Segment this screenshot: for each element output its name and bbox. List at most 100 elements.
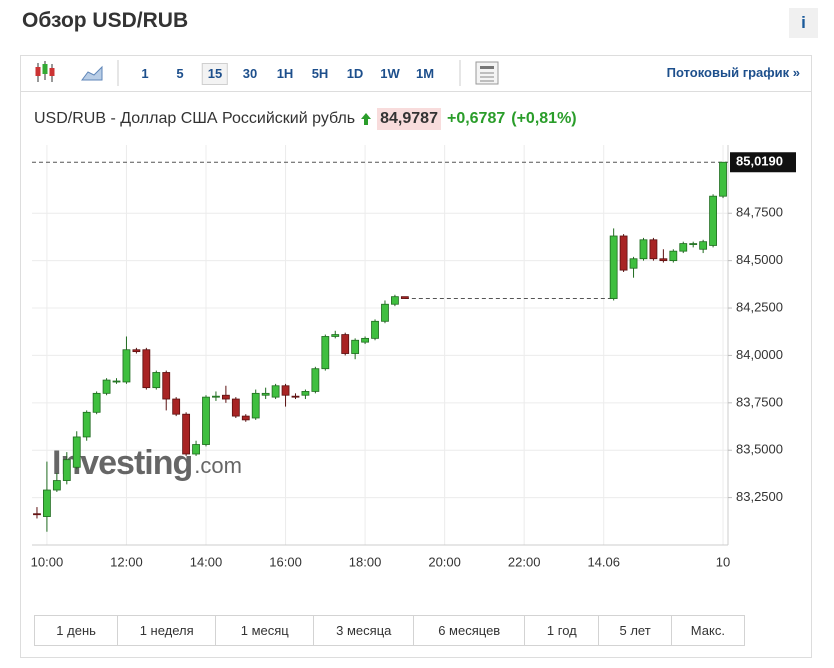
- x-tick-label: 16:00: [269, 554, 302, 569]
- candle-icon[interactable]: [35, 61, 55, 82]
- quote-name: USD/RUB - Доллар США Российский рубль: [34, 110, 356, 127]
- y-tick-label: 84,5000: [736, 252, 783, 267]
- candle-body: [52, 480, 61, 491]
- candle-body: [301, 391, 310, 396]
- candle-body: [241, 415, 250, 421]
- candle-body: [321, 336, 330, 370]
- candle-body: [72, 436, 81, 468]
- candle-body: [629, 258, 638, 269]
- candle-body: [281, 385, 290, 396]
- quote-change-pct: (+0,81%): [511, 110, 577, 127]
- candle-body: [192, 444, 200, 455]
- last-price-box: [730, 152, 796, 173]
- y-tick-label: 83,5000: [736, 442, 783, 457]
- interval-button[interactable]: 1H: [276, 66, 294, 81]
- x-tick-label: 12:00: [110, 554, 143, 569]
- candle-body: [231, 398, 240, 417]
- area-icon[interactable]: [81, 65, 103, 81]
- last-price-label: 85,0190: [736, 154, 783, 169]
- y-tick-label: 84,2500: [736, 299, 783, 314]
- candle-body: [619, 235, 628, 271]
- y-tick-label: 83,7500: [736, 394, 783, 409]
- y-tick-label: 84,0000: [736, 347, 783, 362]
- interval-button[interactable]: 1W: [380, 66, 400, 81]
- candle-body: [371, 320, 379, 339]
- quote-price: 84,9787: [377, 108, 441, 130]
- candle-body: [112, 380, 121, 383]
- y-tick-label: 83,2500: [736, 489, 783, 504]
- x-tick-label: 18:00: [349, 554, 382, 569]
- up-arrow: [361, 113, 372, 125]
- candle-body: [202, 396, 210, 445]
- candle-body: [182, 413, 191, 455]
- interval-button[interactable]: 1: [141, 66, 149, 81]
- candle-body: [699, 241, 708, 250]
- candle-body: [142, 349, 151, 389]
- candle-body: [291, 395, 300, 398]
- candle-body: [311, 368, 320, 392]
- range-button[interactable]: 3 месяца: [314, 616, 415, 645]
- candle-body: [152, 372, 161, 389]
- candle-body: [132, 349, 141, 353]
- info-button[interactable]: i: [789, 8, 818, 38]
- x-tick-label: 14.06: [587, 554, 620, 569]
- candle-body: [122, 349, 131, 383]
- range-button[interactable]: 6 месяцев: [414, 616, 526, 645]
- candle-body: [609, 235, 618, 299]
- x-tick-label: 20:00: [428, 554, 461, 569]
- candle-body: [82, 411, 91, 438]
- table-icon[interactable]: [475, 61, 499, 85]
- candle-body: [351, 339, 360, 354]
- x-tick-label: 22:00: [508, 554, 541, 569]
- candle-body: [212, 395, 220, 398]
- streaming-chart-link[interactable]: Потоковый график »: [666, 65, 800, 80]
- candle-body: [669, 250, 678, 262]
- candle-body: [33, 513, 41, 516]
- interval-button[interactable]: 5: [176, 66, 184, 81]
- toolbar: [20, 55, 812, 92]
- candle-body: [659, 258, 668, 262]
- candle-body: [162, 372, 171, 400]
- plot: [32, 145, 729, 546]
- watermark: .com: [194, 453, 242, 478]
- interval-button[interactable]: 1D: [346, 66, 364, 81]
- candle-body: [331, 334, 340, 337]
- candle-body: [102, 379, 111, 394]
- candle-body: [639, 239, 648, 260]
- candle-body: [649, 239, 658, 260]
- interval-button[interactable]: 1M: [415, 66, 435, 81]
- y-tick-label: 84,7500: [736, 205, 783, 220]
- candle-body: [172, 398, 181, 415]
- interval-button[interactable]: 15: [201, 63, 229, 85]
- candle-body: [251, 392, 260, 419]
- candle-body: [709, 195, 717, 246]
- interval-button[interactable]: 5H: [311, 66, 329, 81]
- candle-body: [361, 337, 369, 343]
- quote-line: USD/RUB - Доллар США Российский рубль 84…: [34, 108, 577, 130]
- range-button[interactable]: Макс.: [690, 623, 725, 638]
- candle-body: [261, 392, 270, 396]
- range-button[interactable]: 1 день: [35, 616, 119, 645]
- range-bar: 1 день 1 неделя 1 месяц 3 месяца 6 месяцев 1 …: [34, 615, 745, 646]
- candle-body: [271, 385, 280, 398]
- range-button[interactable]: 1 год: [525, 616, 600, 645]
- page-title: Обзор USD/RUB: [22, 9, 189, 32]
- quote-change: +0,6787: [446, 110, 506, 127]
- candle-body: [92, 392, 101, 413]
- candle-body: [62, 459, 71, 481]
- interval-button[interactable]: 30: [242, 66, 258, 81]
- candle-body: [391, 296, 399, 305]
- chart-panel: [20, 91, 812, 658]
- candle-body: [719, 161, 727, 197]
- range-button[interactable]: 1 месяц: [216, 616, 315, 645]
- candle-body: [679, 243, 688, 252]
- candle-body: [341, 334, 350, 354]
- candle-body: [381, 303, 389, 322]
- candle-body: [43, 489, 51, 517]
- range-button[interactable]: 1 неделя: [118, 616, 217, 645]
- x-tick-label: 10: [716, 554, 730, 569]
- range-button[interactable]: 5 лет: [599, 616, 672, 645]
- x-tick-label: 14:00: [190, 554, 223, 569]
